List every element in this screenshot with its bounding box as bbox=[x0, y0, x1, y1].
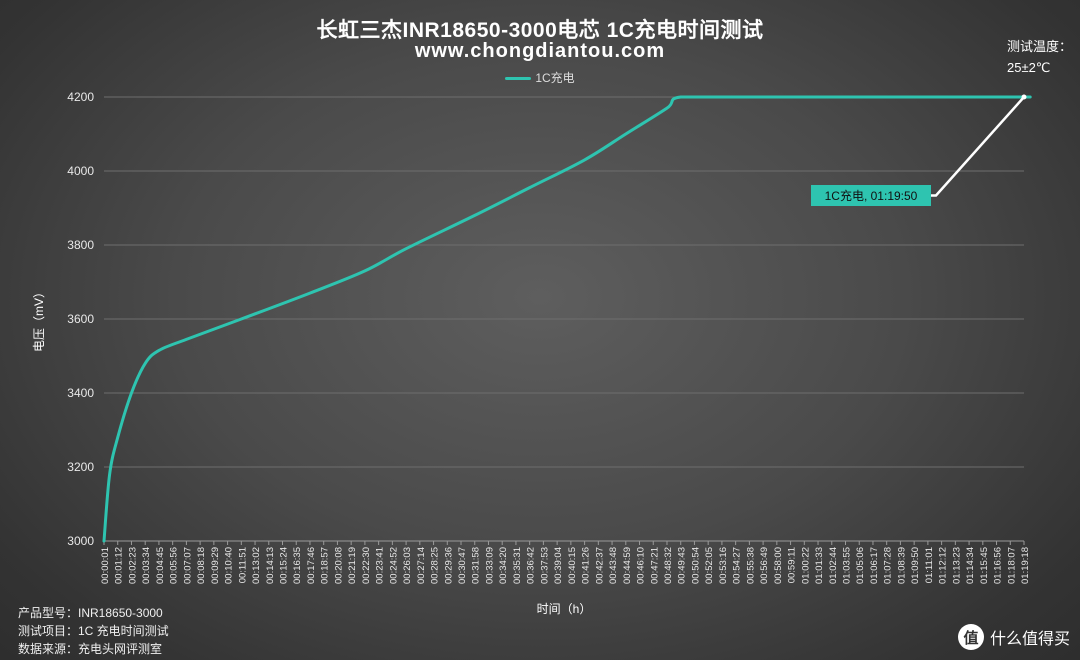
x-tick-label: 00:53:16 bbox=[718, 547, 729, 584]
annotation-label: 1C充电, 01:19:50 bbox=[825, 188, 918, 203]
x-tick-label: 00:30:47 bbox=[457, 547, 468, 584]
x-tick-label: 00:44:59 bbox=[622, 547, 633, 584]
x-tick-label: 01:18:07 bbox=[1006, 547, 1017, 584]
x-tick-label: 00:24:52 bbox=[388, 547, 399, 584]
x-tick-label: 00:39:04 bbox=[553, 547, 564, 584]
x-tick-label: 00:47:21 bbox=[649, 547, 660, 584]
y-tick-label: 3200 bbox=[67, 460, 94, 474]
x-axis-title: 时间（h） bbox=[537, 602, 592, 616]
x-tick-label: 00:52:05 bbox=[704, 547, 715, 584]
y-tick-label: 3800 bbox=[67, 238, 94, 252]
x-tick-label: 00:16:35 bbox=[292, 547, 303, 584]
x-tick-label: 01:08:39 bbox=[896, 547, 907, 584]
legend-swatch bbox=[505, 77, 532, 81]
y-axis-title: 电压（mV） bbox=[32, 286, 46, 352]
x-tick-label: 00:26:03 bbox=[402, 547, 413, 584]
x-tick-label: 00:40:15 bbox=[567, 547, 578, 584]
x-tick-label: 00:07:07 bbox=[182, 547, 193, 584]
footer-model: 产品型号：INR18650-3000 bbox=[18, 606, 163, 620]
footer-info: 产品型号：INR18650-3000 测试项目：1C 充电时间测试 数据来源：充… bbox=[18, 604, 169, 658]
x-tick-label: 00:14:13 bbox=[265, 547, 276, 584]
annotation-box bbox=[811, 185, 931, 206]
x-tick-label: 00:05:56 bbox=[169, 547, 180, 584]
temperature-value: 25±2℃ bbox=[1006, 60, 1051, 75]
x-tick-label: 00:28:25 bbox=[430, 547, 441, 584]
y-tick-label: 3600 bbox=[67, 312, 94, 326]
x-tick-label: 00:21:19 bbox=[347, 547, 358, 584]
x-tick-label: 01:15:45 bbox=[979, 547, 990, 584]
x-tick-label: 00:41:26 bbox=[581, 547, 592, 584]
brand-text: 什么值得买 bbox=[989, 631, 1070, 648]
x-tick-label: 00:50:54 bbox=[690, 547, 701, 584]
x-tick-label: 00:01:12 bbox=[114, 547, 125, 584]
x-tick-label: 01:06:17 bbox=[869, 547, 880, 584]
x-tick-label: 00:11:51 bbox=[237, 547, 248, 583]
x-tick-label: 00:18:57 bbox=[320, 547, 331, 584]
x-tick-label: 00:17:46 bbox=[306, 547, 317, 584]
x-tick-label: 01:13:23 bbox=[951, 547, 962, 584]
x-tick-label: 00:49:43 bbox=[677, 547, 688, 584]
temperature-label: 测试温度： bbox=[1006, 39, 1072, 54]
x-tick-label: 01:19:18 bbox=[1020, 547, 1031, 584]
x-tick-label: 01:01:33 bbox=[814, 547, 825, 584]
x-tick-label: 00:46:10 bbox=[636, 547, 647, 584]
x-tick-label: 00:42:37 bbox=[594, 547, 605, 584]
chart-subtitle: www.chongdiantou.com bbox=[414, 40, 666, 62]
x-tick-label: 00:55:38 bbox=[745, 547, 756, 584]
x-tick-label: 00:02:23 bbox=[127, 547, 138, 584]
legend-label: 1C充电 bbox=[535, 71, 575, 85]
x-tick-label: 01:07:28 bbox=[883, 547, 894, 584]
x-tick-label: 01:00:22 bbox=[800, 547, 811, 584]
chart-title: 长虹三杰INR18650-3000电芯 1C充电时间测试 bbox=[316, 19, 764, 42]
y-tick-label: 4200 bbox=[67, 90, 94, 104]
x-tick-label: 01:12:12 bbox=[938, 547, 949, 584]
x-tick-label: 00:23:41 bbox=[375, 547, 386, 584]
x-tick-label: 00:59:11 bbox=[787, 547, 798, 583]
x-tick-label: 01:16:56 bbox=[993, 547, 1004, 584]
legend: 1C充电 bbox=[0, 69, 1080, 86]
x-tick-label: 00:09:29 bbox=[210, 547, 221, 584]
x-tick-label: 01:11:01 bbox=[924, 547, 935, 583]
temperature-note: 测试温度： 25±2℃ bbox=[1007, 36, 1072, 78]
series-line-1c-charge bbox=[102, 95, 1032, 543]
x-tick-label: 00:58:00 bbox=[773, 547, 784, 584]
x-tick-label: 00:33:09 bbox=[484, 547, 495, 584]
x-tick-label: 00:10:40 bbox=[224, 547, 235, 584]
y-tick-label: 3000 bbox=[67, 534, 94, 548]
y-tick-label: 4000 bbox=[67, 164, 94, 178]
x-tick-label: 00:36:42 bbox=[526, 547, 537, 584]
x-tick-label: 01:03:55 bbox=[841, 547, 852, 584]
x-tick-label: 00:15:24 bbox=[279, 547, 290, 584]
brand-logo: 值 什么值得买 bbox=[957, 624, 1070, 650]
brand-icon: 值 bbox=[957, 624, 984, 650]
x-tick-label: 00:35:31 bbox=[512, 547, 523, 584]
x-tick-label: 01:02:44 bbox=[828, 547, 839, 584]
x-tick-label: 00:56:49 bbox=[759, 547, 770, 584]
x-tick-label: 00:54:27 bbox=[732, 547, 743, 584]
x-tick-label: 00:29:36 bbox=[443, 547, 454, 584]
annotation-point bbox=[1021, 94, 1027, 100]
annotation-leader-line bbox=[931, 96, 1025, 197]
x-tick-label: 00:20:08 bbox=[333, 547, 344, 584]
x-tick-label: 00:37:53 bbox=[539, 547, 550, 584]
x-tick-label: 00:13:02 bbox=[251, 547, 262, 584]
x-tick-label: 01:09:50 bbox=[910, 547, 921, 584]
x-tick-label: 00:08:18 bbox=[196, 547, 207, 584]
x-tick-label: 00:27:14 bbox=[416, 547, 427, 584]
x-tick-label: 00:48:32 bbox=[663, 547, 674, 584]
x-tick-label: 01:05:06 bbox=[855, 547, 866, 584]
x-tick-label: 00:04:45 bbox=[155, 547, 166, 584]
y-tick-label: 3400 bbox=[67, 386, 94, 400]
x-tick-label: 00:31:58 bbox=[471, 547, 482, 584]
x-tick-label: 00:22:30 bbox=[361, 547, 372, 584]
x-tick-label: 00:43:48 bbox=[608, 547, 619, 584]
footer-source: 数据来源：充电头网评测室 bbox=[18, 642, 163, 656]
x-tick-label: 00:03:34 bbox=[141, 547, 152, 584]
x-tick-label: 00:34:20 bbox=[498, 547, 509, 584]
footer-test-item: 测试项目：1C 充电时间测试 bbox=[18, 624, 169, 638]
x-tick-label: 01:14:34 bbox=[965, 547, 976, 584]
x-tick-label: 00:00:01 bbox=[100, 547, 111, 584]
